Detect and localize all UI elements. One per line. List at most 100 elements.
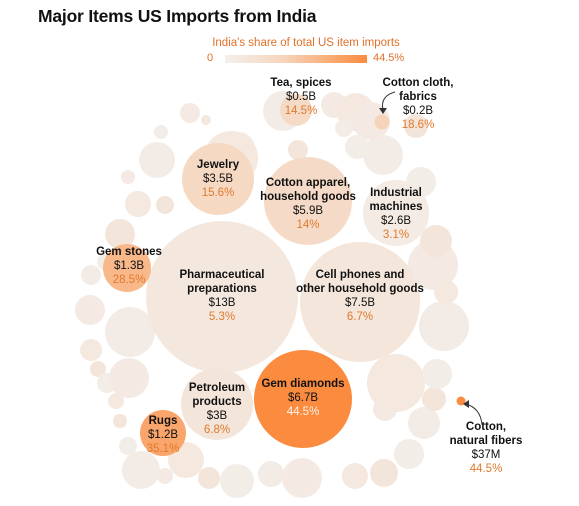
background-bubble: [335, 119, 353, 137]
background-bubble: [288, 140, 308, 160]
chart-title: Major Items US Imports from India: [38, 6, 317, 26]
background-bubble: [81, 265, 101, 285]
bubble-name-text: Gem stones: [96, 246, 162, 258]
bubble-cotton-natural-fibers: [456, 396, 466, 406]
background-bubble: [201, 115, 211, 125]
bubble-value-text: $6.7B: [287, 392, 319, 404]
bubble-gem-diamonds: [254, 350, 352, 448]
bubble-name-text: Cotton apparel, household goods: [260, 177, 356, 203]
background-bubble: [108, 393, 124, 409]
background-bubble: [105, 219, 135, 249]
background-bubble: [408, 407, 440, 439]
annotation-arrow-cotton-cloth-head: [379, 108, 387, 114]
bubble-gem-stones: [103, 244, 151, 292]
bubble-share-text: 6.7%: [346, 311, 374, 323]
bubble-share-text: 15.6%: [201, 187, 235, 199]
background-bubble: [119, 437, 137, 455]
background-bubble: [404, 114, 428, 138]
bubble-label-pharmaceutical: Pharmaceutical preparations $13B 5.3%: [179, 268, 264, 324]
bubble-value-text: $2.6B: [380, 215, 412, 227]
bubble-rugs: [140, 410, 186, 456]
background-bubble: [122, 451, 160, 489]
bubble-name-text: Industrial machines: [369, 187, 423, 213]
bubble-name-text: Rugs: [148, 415, 178, 427]
legend-max-label: 44.5%: [373, 52, 405, 64]
background-bubble: [370, 459, 398, 487]
legend-color-scale: [225, 55, 367, 63]
bubble-label-industrial-machines: Industrial machines $2.6B 3.1%: [369, 186, 422, 242]
background-bubble: [434, 280, 458, 304]
bubble-cell-phones: [300, 242, 420, 362]
bubble-label-rugs: Rugs $1.2B 35.1%: [147, 414, 180, 456]
bubble-jewelry: [182, 143, 254, 215]
background-bubble: [282, 458, 322, 498]
bubble-value-text: $0.2B: [402, 105, 434, 117]
bubble-share-text: 44.5%: [286, 406, 320, 418]
bubble-petroleum: [181, 368, 253, 440]
annotation-arrow-cotton-cloth: [382, 91, 396, 111]
annotation-arrow-cotton-fibers-head: [463, 400, 469, 408]
background-bubble: [220, 464, 254, 498]
bubble-cotton-cloth: [374, 114, 390, 130]
bubble-name-text: Jewelry: [196, 159, 240, 171]
background-bubble: [80, 339, 102, 361]
bubble-value-text: $13B: [208, 297, 236, 309]
background-bubble: [113, 414, 127, 428]
bubble-label-tea-spices: Tea, spices $0.5B 14.5%: [270, 76, 331, 118]
bubble-value-text: $1.2B: [147, 429, 179, 441]
background-bubble: [363, 135, 403, 175]
background-bubble: [258, 461, 284, 487]
bubble-name-text: Pharmaceutical preparations: [179, 269, 265, 295]
background-bubble: [422, 359, 452, 389]
bubble-label-cell-phones: Cell phones and other household goods $7.…: [296, 268, 424, 324]
bubble-name-text: Cotton, natural fibers: [449, 421, 523, 447]
bubble-label-gem-diamonds: Gem diamonds $6.7B 44.5%: [261, 377, 344, 419]
bubble-name-text: Petroleum products: [188, 382, 246, 408]
bubble-share-text: 6.8%: [203, 424, 231, 436]
background-bubble: [157, 468, 173, 484]
bubble-share-text: 5.3%: [208, 311, 236, 323]
bubble-name-text: Tea, spices: [270, 77, 332, 89]
background-bubble: [90, 361, 106, 377]
background-bubble: [367, 354, 425, 412]
background-bubble: [352, 102, 390, 140]
background-bubble: [75, 295, 105, 325]
background-bubble: [109, 358, 149, 398]
legend-min-label: 0: [207, 52, 214, 64]
bubble-share-text: 3.1%: [382, 229, 410, 241]
bubble-label-cotton-cloth: Cotton cloth, fabrics $0.2B 18.6%: [383, 76, 454, 132]
background-bubble: [154, 125, 168, 139]
background-bubble: [419, 301, 469, 351]
bubble-value-text: $5.9B: [292, 205, 324, 217]
bubble-name-text: Cotton cloth, fabrics: [382, 77, 454, 103]
bubble-label-cotton-natural-fibers: Cotton, natural fibers $37M 44.5%: [450, 420, 523, 476]
bubble-label-jewelry: Jewelry $3.5B 15.6%: [197, 158, 239, 200]
background-bubble: [198, 467, 220, 489]
bubble-name-text: Gem diamonds: [261, 378, 345, 390]
background-bubble: [156, 196, 174, 214]
background-bubble: [125, 191, 151, 217]
bubble-value-text: $7.5B: [344, 297, 376, 309]
background-bubble: [180, 103, 200, 123]
bubble-cotton-apparel: [264, 157, 352, 245]
bubble-share-text: 44.5%: [469, 463, 503, 475]
bubble-tea-spices: [280, 94, 312, 126]
bubble-value-text: $1.3B: [113, 260, 145, 272]
bubble-pharmaceutical: [146, 221, 298, 373]
background-bubble: [420, 225, 452, 257]
bubble-label-petroleum: Petroleum products $3B 6.8%: [189, 381, 245, 437]
bubble-value-text: $3.5B: [202, 173, 234, 185]
bubble-share-text: 14%: [296, 219, 320, 231]
background-bubble: [342, 463, 368, 489]
bubble-label-cotton-apparel: Cotton apparel, household goods $5.9B 14%: [260, 176, 356, 232]
bubble-share-text: 14.5%: [284, 105, 318, 117]
legend-title: India's share of total US item imports: [212, 37, 400, 49]
bubble-share-text: 18.6%: [401, 119, 435, 131]
bubble-name-text: Cell phones and other household goods: [296, 269, 424, 295]
bubble-value-text: $3B: [206, 410, 228, 422]
background-bubble: [422, 387, 446, 411]
background-bubble: [345, 135, 369, 159]
bubble-value-text: $0.5B: [285, 91, 317, 103]
bubble-label-gem-stones: Gem stones $1.3B 28.5%: [96, 245, 162, 287]
